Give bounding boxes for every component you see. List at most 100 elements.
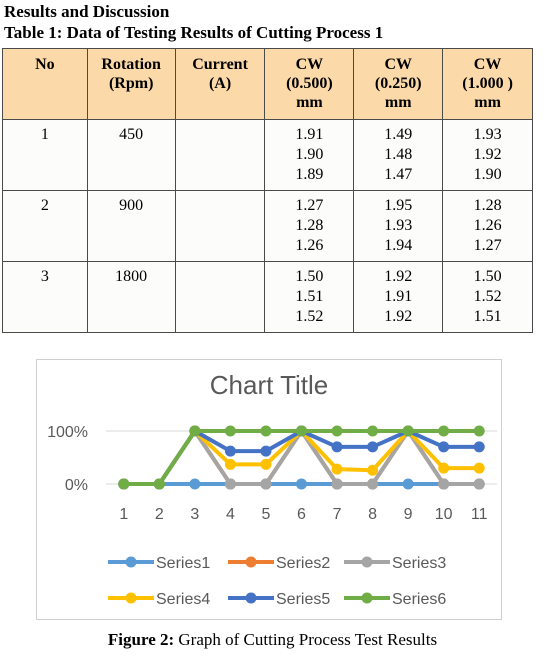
data-point <box>331 425 343 437</box>
legend-swatch-marker <box>361 592 373 604</box>
data-point <box>118 478 130 490</box>
table-row: 2 900 1.27 1.28 1.26 1.95 1.93 1.94 1.28 1.26… <box>2 190 533 262</box>
legend-swatch-marker <box>245 592 257 604</box>
x-tick-label: 1 <box>119 506 128 523</box>
data-point <box>331 478 343 490</box>
cell-rotation: 450 <box>86 119 176 191</box>
data-point <box>260 478 272 490</box>
data-point <box>331 463 343 475</box>
data-point <box>296 425 307 437</box>
data-point <box>438 478 450 490</box>
legend-item-series5: Series5 <box>228 591 330 608</box>
legend-item-series3: Series3 <box>344 555 446 572</box>
cell-cw-0500: 1.50 1.51 1.52 <box>264 261 355 333</box>
line-chart: Chart Title 0% 100% 1 2 3 4 5 6 7 8 9 10 11 Series1… <box>36 359 502 620</box>
y-tick-label: 100% <box>47 424 88 441</box>
cell-cw-0250: 1.49 1.48 1.47 <box>353 119 444 191</box>
data-point <box>473 478 485 490</box>
table-row: 3 1800 1.50 1.51 1.52 1.92 1.91 1.92 1.50 1.5… <box>2 261 533 333</box>
data-point <box>296 478 307 490</box>
cell-cw-0500: 1.91 1.90 1.89 <box>264 119 355 191</box>
data-point <box>402 478 414 490</box>
data-point <box>224 445 236 457</box>
legend-label: Series3 <box>392 555 446 572</box>
cell-cw-0250: 1.95 1.93 1.94 <box>353 190 444 262</box>
cell-no: 2 <box>2 190 88 262</box>
data-point <box>473 441 485 453</box>
legend-label: Series5 <box>276 591 330 608</box>
series-series6 <box>118 425 485 490</box>
header-no: No <box>2 48 88 120</box>
x-tick-label: 8 <box>368 506 377 523</box>
cell-no: 1 <box>2 119 88 191</box>
legend-label: Series2 <box>276 555 330 572</box>
header-rotation: Rotation (Rpm) <box>86 48 176 120</box>
data-point <box>367 478 379 490</box>
data-point <box>260 425 272 437</box>
legend-label: Series1 <box>156 555 210 572</box>
legend-label: Series6 <box>392 591 446 608</box>
data-point <box>224 425 236 437</box>
x-tick-label: 6 <box>297 506 306 523</box>
header-cw-0500: CW (0.500) mm <box>264 48 355 120</box>
caption-text: Graph of Cutting Process Test Results <box>174 630 438 649</box>
x-tick-label: 7 <box>333 506 342 523</box>
cell-current <box>174 119 266 191</box>
data-point <box>224 478 236 490</box>
legend-item-series4: Series4 <box>108 591 210 608</box>
header-cw-1000: CW (1.000 ) mm <box>442 48 533 120</box>
data-point <box>189 425 201 437</box>
x-tick-label: 10 <box>435 506 453 523</box>
x-tick-label: 11 <box>471 506 488 523</box>
chart-canvas: Chart Title 0% 100% 1 2 3 4 5 6 7 8 9 10 11 Series1… <box>47 370 497 608</box>
data-point <box>189 478 201 490</box>
table-title: Table 1: Data of Testing Results of Cutt… <box>4 23 384 42</box>
data-point <box>260 458 272 470</box>
results-table: No Rotation (Rpm) Current (A) CW (0.500)… <box>2 48 533 333</box>
legend-swatch-marker <box>125 592 137 604</box>
cell-current <box>174 190 266 262</box>
data-point <box>438 462 450 474</box>
chart-x-axis: 1 2 3 4 5 6 7 8 9 10 11 <box>119 506 487 523</box>
table-header-row: No Rotation (Rpm) Current (A) CW (0.500)… <box>2 48 533 120</box>
cell-cw-1000: 1.28 1.26 1.27 <box>442 190 533 262</box>
cell-cw-0500: 1.27 1.28 1.26 <box>264 190 355 262</box>
legend-item-series1: Series1 <box>108 555 210 572</box>
data-point <box>473 425 485 437</box>
series-series1 <box>118 478 485 490</box>
table-row: 1 450 1.91 1.90 1.89 1.49 1.48 1.47 1.93 1.92… <box>2 119 533 191</box>
legend-swatch-marker <box>125 556 137 568</box>
cell-no: 3 <box>2 261 88 333</box>
chart-series <box>118 425 485 490</box>
data-point <box>331 441 343 453</box>
legend-item-series2: Series2 <box>228 555 330 572</box>
chart-y-axis: 0% 100% <box>47 424 88 494</box>
cell-cw-0250: 1.92 1.91 1.92 <box>353 261 444 333</box>
x-tick-label: 2 <box>155 506 164 523</box>
x-tick-label: 9 <box>404 506 413 523</box>
chart-title: Chart Title <box>210 370 329 400</box>
legend-label: Series4 <box>156 591 210 608</box>
cell-rotation: 900 <box>86 190 176 262</box>
x-tick-label: 5 <box>262 506 271 523</box>
header-cw-0250: CW (0.250) mm <box>353 48 444 120</box>
y-tick-label: 0% <box>65 477 88 494</box>
x-tick-label: 4 <box>226 506 235 523</box>
data-point <box>438 441 450 453</box>
section-heading: Results and Discussion <box>4 2 170 21</box>
data-point <box>473 462 485 474</box>
data-point <box>153 478 165 490</box>
data-point <box>224 458 236 470</box>
cell-cw-1000: 1.93 1.92 1.90 <box>442 119 533 191</box>
data-point <box>260 445 272 457</box>
cell-cw-1000: 1.50 1.52 1.51 <box>442 261 533 333</box>
legend-swatch-marker <box>361 556 373 568</box>
chart-legend: Series1 Series2 Series3 Series4 Series5 Serie… <box>108 555 446 608</box>
legend-item-series6: Series6 <box>344 591 446 608</box>
figure-caption: Figure 2: Graph of Cutting Process Test … <box>0 630 545 650</box>
caption-label: Figure 2: <box>107 630 175 649</box>
cell-current <box>174 261 266 333</box>
data-point <box>367 441 379 453</box>
cell-rotation: 1800 <box>86 261 176 333</box>
data-point <box>438 425 450 437</box>
